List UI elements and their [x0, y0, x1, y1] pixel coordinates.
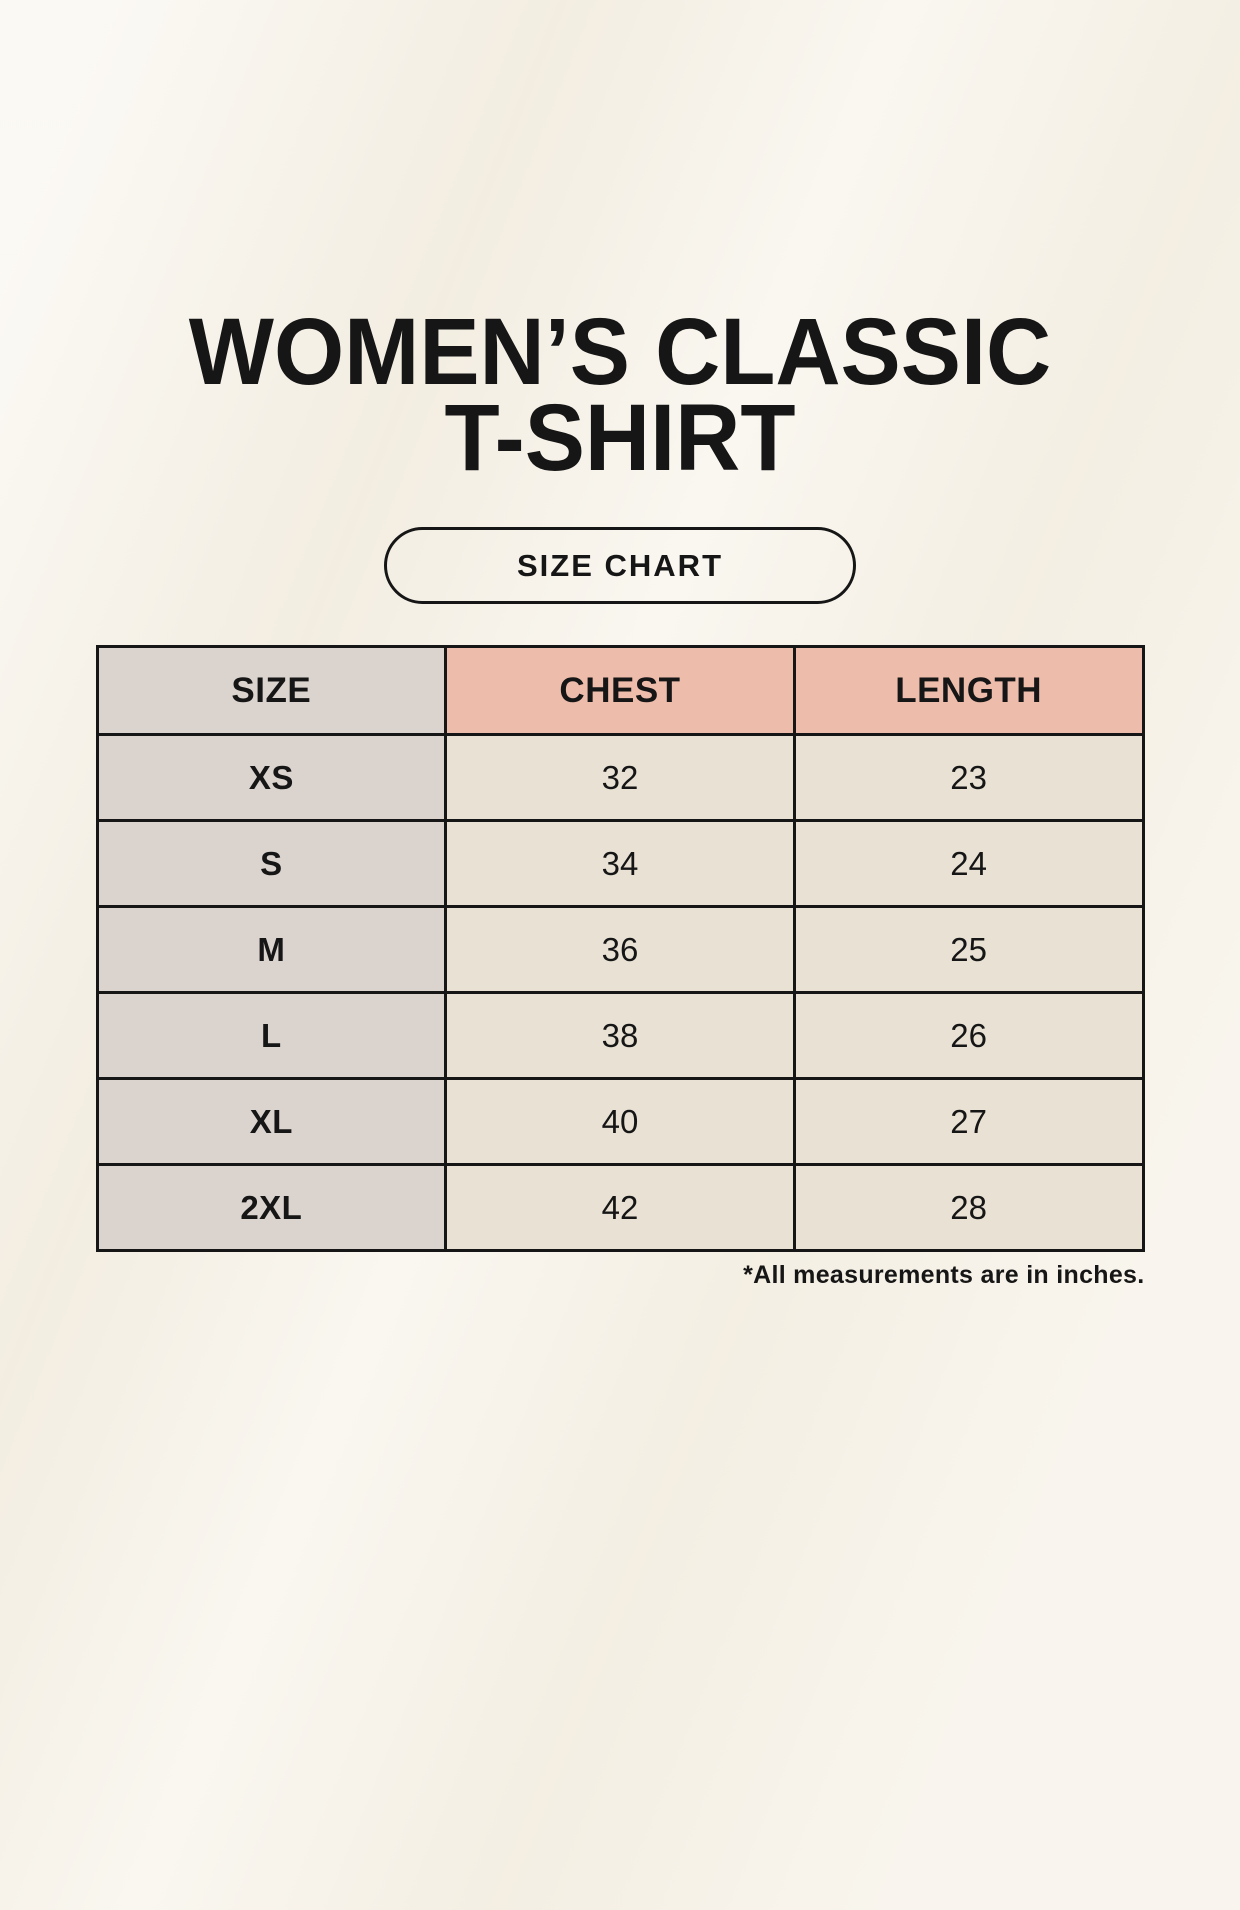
size-table: SIZE CHEST LENGTH XS 32 23 S 34 24 M 36 … — [95, 645, 1145, 1252]
size-label-cell: XL — [95, 1077, 448, 1166]
size-label-cell: XS — [95, 733, 448, 822]
column-header-length: LENGTH — [792, 645, 1145, 736]
chest-value-cell: 38 — [444, 991, 796, 1080]
column-header-size: SIZE — [95, 645, 448, 736]
table-row: XL 40 27 — [95, 1077, 1145, 1166]
length-value-cell: 26 — [792, 991, 1145, 1080]
table-row: L 38 26 — [95, 991, 1145, 1080]
table-row: M 36 25 — [95, 905, 1145, 994]
size-label-cell: S — [95, 819, 448, 908]
size-label-cell: L — [95, 991, 448, 1080]
length-value-cell: 25 — [792, 905, 1145, 994]
length-value-cell: 24 — [792, 819, 1145, 908]
title-line-2: T-SHIRT — [444, 384, 796, 491]
length-value-cell: 23 — [792, 733, 1145, 822]
page: WOMEN’S CLASSIC T-SHIRT SIZE CHART SIZE … — [0, 299, 1240, 1910]
chest-value-cell: 34 — [444, 819, 796, 908]
title-line-1: WOMEN’S CLASSIC — [188, 299, 1052, 405]
chest-value-cell: 36 — [444, 905, 796, 994]
size-chart-badge-label: SIZE CHART — [517, 547, 723, 583]
chest-value-cell: 40 — [444, 1077, 796, 1166]
length-value-cell: 27 — [792, 1077, 1145, 1166]
size-label-cell: 2XL — [95, 1163, 448, 1252]
chest-value-cell: 42 — [444, 1163, 796, 1252]
chest-value-cell: 32 — [444, 733, 796, 822]
table-row: 2XL 42 28 — [95, 1163, 1145, 1252]
table-row: S 34 24 — [95, 819, 1145, 908]
table-header-row: SIZE CHEST LENGTH — [95, 645, 1145, 736]
measurements-footnote: *All measurements are in inches. — [743, 1261, 1145, 1289]
size-chart-badge[interactable]: SIZE CHART — [384, 527, 856, 604]
size-label-cell: M — [95, 905, 448, 994]
length-value-cell: 28 — [792, 1163, 1145, 1252]
column-header-chest: CHEST — [444, 645, 796, 736]
page-title: WOMEN’S CLASSIC T-SHIRT — [31, 299, 1209, 491]
table-row: XS 32 23 — [95, 733, 1145, 822]
